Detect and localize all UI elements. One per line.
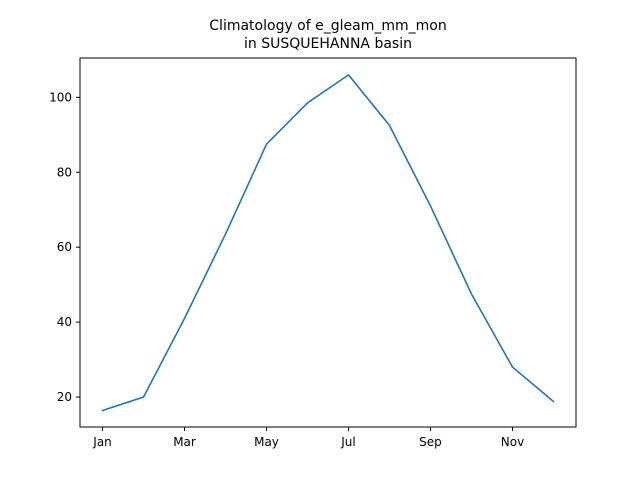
x-tick-label-mar: Mar	[173, 435, 196, 449]
x-tick-label-nov: Nov	[501, 435, 524, 449]
y-tick-label-40: 40	[57, 315, 72, 329]
plot-frame	[79, 57, 577, 428]
y-tick-label-80: 80	[57, 165, 72, 179]
x-tick-label-jul: Jul	[340, 435, 355, 449]
series-line-0	[101, 74, 555, 412]
chart-title-line-1: Climatology of e_gleam_mm_mon	[209, 18, 446, 34]
y-tick-label-100: 100	[49, 90, 72, 104]
x-tick-label-sep: Sep	[419, 435, 442, 449]
x-tick-label-may: May	[254, 435, 279, 449]
x-axis: Jan Mar May Jul Sep Nov	[92, 427, 524, 449]
x-tick-label-jan: Jan	[92, 435, 112, 449]
y-tick-label-60: 60	[57, 240, 72, 254]
plot-area	[80, 58, 576, 427]
chart-marks	[101, 74, 555, 412]
chart-title-line-2: in SUSQUEHANNA basin	[244, 36, 412, 52]
y-tick-label-20: 20	[57, 390, 72, 404]
y-axis: 20 40 60 80 100	[49, 90, 80, 404]
